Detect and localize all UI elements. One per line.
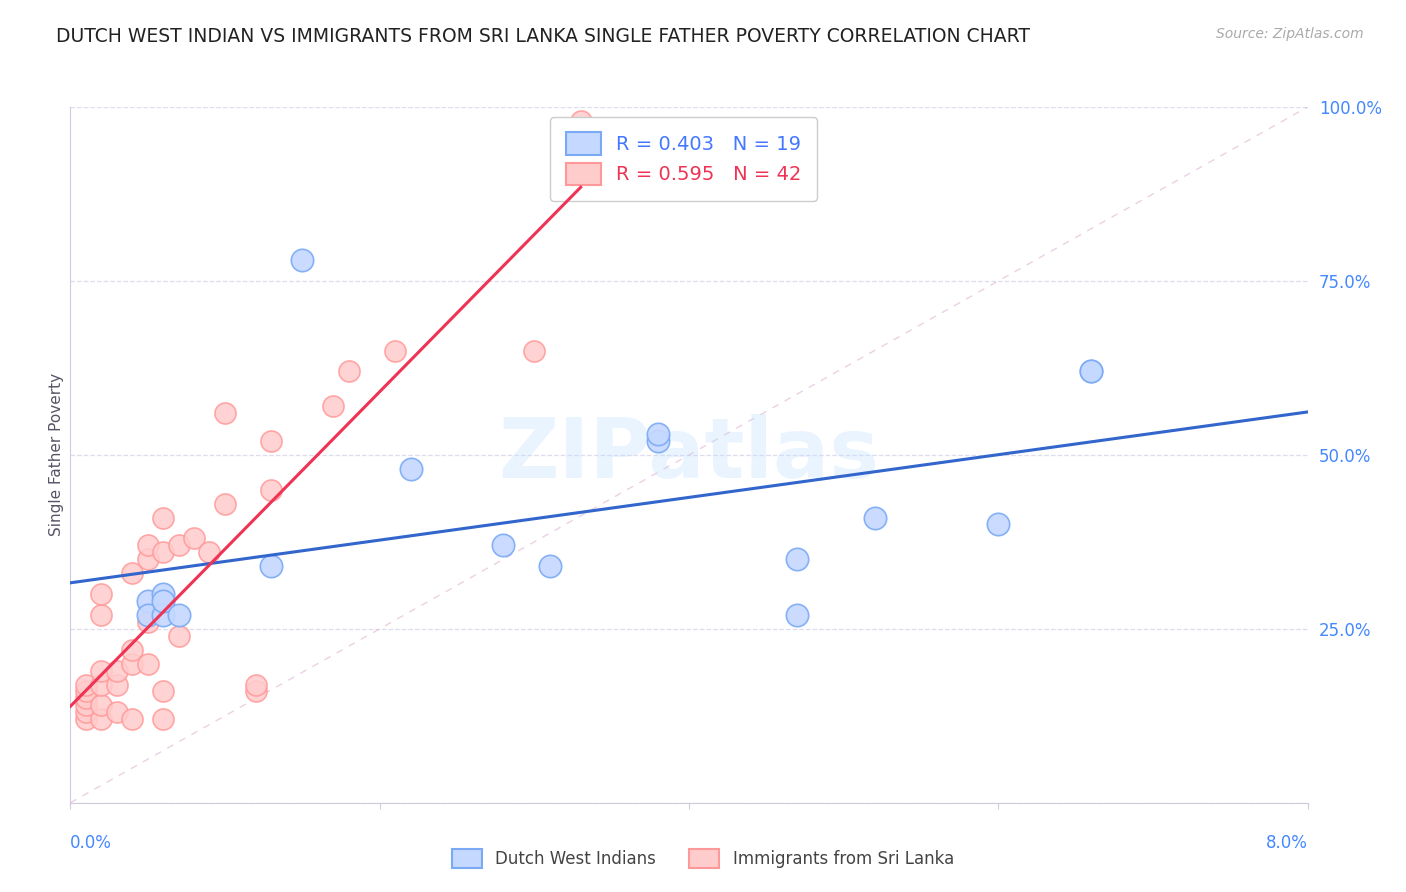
Point xyxy=(152,684,174,698)
Point xyxy=(260,483,283,497)
Point xyxy=(136,538,159,552)
Point xyxy=(647,427,669,442)
Point xyxy=(523,343,546,358)
Point xyxy=(90,712,112,726)
Point xyxy=(167,629,190,643)
Point xyxy=(786,607,808,622)
Point xyxy=(90,587,112,601)
Legend: Dutch West Indians, Immigrants from Sri Lanka: Dutch West Indians, Immigrants from Sri … xyxy=(446,842,960,875)
Text: Source: ZipAtlas.com: Source: ZipAtlas.com xyxy=(1216,27,1364,41)
Point xyxy=(384,343,406,358)
Point xyxy=(260,559,283,574)
Point xyxy=(121,642,143,657)
Point xyxy=(75,706,97,720)
Point xyxy=(90,664,112,678)
Point xyxy=(90,698,112,713)
Point xyxy=(152,712,174,726)
Point xyxy=(136,615,159,629)
Text: ZIPatlas: ZIPatlas xyxy=(499,415,879,495)
Point xyxy=(75,684,97,698)
Point xyxy=(121,566,143,581)
Point xyxy=(136,607,159,622)
Point xyxy=(183,532,205,546)
Point xyxy=(569,114,592,128)
Point xyxy=(105,664,128,678)
Point xyxy=(152,510,174,524)
Point xyxy=(863,510,886,524)
Point xyxy=(167,607,190,622)
Text: DUTCH WEST INDIAN VS IMMIGRANTS FROM SRI LANKA SINGLE FATHER POVERTY CORRELATION: DUTCH WEST INDIAN VS IMMIGRANTS FROM SRI… xyxy=(56,27,1031,45)
Point xyxy=(152,587,174,601)
Point xyxy=(214,406,236,420)
Point xyxy=(214,497,236,511)
Point xyxy=(90,607,112,622)
Point xyxy=(152,594,174,608)
Legend: R = 0.403   N = 19, R = 0.595   N = 42: R = 0.403 N = 19, R = 0.595 N = 42 xyxy=(550,117,817,201)
Point xyxy=(75,712,97,726)
Point xyxy=(136,594,159,608)
Point xyxy=(322,399,344,413)
Point xyxy=(75,691,97,706)
Point xyxy=(105,706,128,720)
Point xyxy=(121,712,143,726)
Point xyxy=(152,545,174,559)
Point xyxy=(105,677,128,691)
Point xyxy=(786,552,808,566)
Point xyxy=(1080,364,1102,378)
Point xyxy=(647,434,669,448)
Y-axis label: Single Father Poverty: Single Father Poverty xyxy=(49,374,63,536)
Text: 0.0%: 0.0% xyxy=(70,834,112,852)
Point xyxy=(136,552,159,566)
Point xyxy=(198,545,221,559)
Point xyxy=(245,684,267,698)
Point xyxy=(260,434,283,448)
Point xyxy=(291,253,314,268)
Point xyxy=(121,657,143,671)
Point xyxy=(75,677,97,691)
Point xyxy=(337,364,360,378)
Point xyxy=(1080,364,1102,378)
Point xyxy=(75,698,97,713)
Point xyxy=(245,677,267,691)
Point xyxy=(167,538,190,552)
Point xyxy=(492,538,515,552)
Point xyxy=(399,462,422,476)
Point xyxy=(90,677,112,691)
Text: 8.0%: 8.0% xyxy=(1265,834,1308,852)
Point xyxy=(136,657,159,671)
Point xyxy=(538,559,561,574)
Point xyxy=(152,607,174,622)
Point xyxy=(987,517,1010,532)
